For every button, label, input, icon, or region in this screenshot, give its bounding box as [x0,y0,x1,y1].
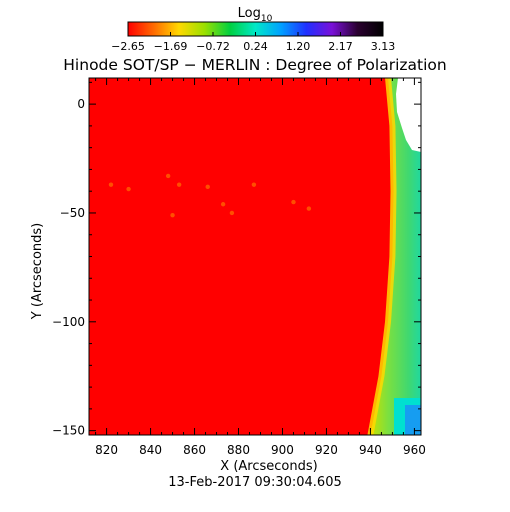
x-axis-label: X (Arcseconds) [220,459,317,474]
colorbar-tick-label: −0.72 [196,40,230,53]
colorbar-ticks: −2.65 −1.69 −0.72 0.24 1.20 2.17 3.13 [111,32,395,53]
colorbar-tick-label: 1.20 [286,40,311,53]
x-tick-label: 940 [359,443,382,457]
disk-feature [108,182,114,187]
colorbar-tick-label: −2.65 [111,40,145,53]
solar-disk-region [89,78,421,435]
disk-feature [205,184,210,190]
axis-ticks: 820 840 860 880 900 920 940 960 0 −50 −100 −150 [52,78,426,457]
no-data-region [396,78,421,152]
heatmap-area [89,78,421,435]
x-tick-label: 860 [183,443,206,457]
y-axis-label: Y (Arcseconds) [30,223,45,320]
limb-edge-band [367,78,397,435]
disk-feature [165,173,171,179]
colorbar-tick-label: 2.17 [328,40,353,53]
colorbar-tick-label: −1.69 [154,40,188,53]
chart-title: Hinode SOT/SP − MERLIN : Degree of Polar… [63,56,446,74]
x-tick-label: 900 [271,443,294,457]
disk-feature [176,182,182,187]
disk-feature [170,212,175,218]
colorbar-tick-label: 0.24 [243,40,268,53]
colorbar-tick-label: 3.13 [371,40,396,53]
y-tick-label: −100 [52,315,85,329]
disk-feature [306,206,312,211]
y-tick-label: −150 [52,424,85,438]
x-tick-label: 960 [403,443,426,457]
off-limb-noise-patch [405,405,421,435]
disk-feature [291,199,296,205]
x-tick-label: 820 [95,443,118,457]
disk-feature [126,186,131,192]
x-tick-label: 840 [139,443,162,457]
off-limb-region [370,78,421,435]
y-tick-label: −50 [60,206,85,220]
disk-feature [220,202,226,207]
x-tick-label: 880 [227,443,250,457]
timestamp-footer: 13-Feb-2017 09:30:04.605 [168,475,342,490]
y-tick-label: 0 [77,97,85,111]
disk-feature [229,210,235,216]
colorbar-label: Log10 [238,6,273,24]
disk-feature [251,182,257,187]
x-tick-label: 920 [315,443,338,457]
